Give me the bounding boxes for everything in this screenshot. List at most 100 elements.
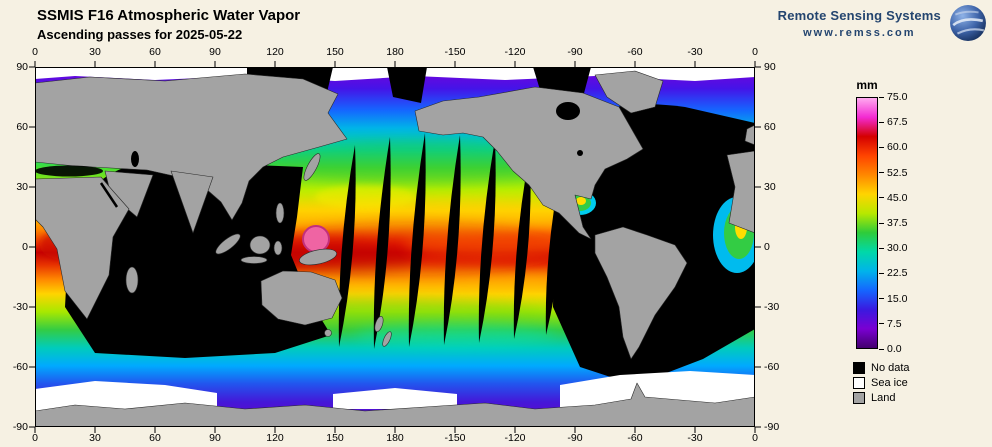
- tasmania: [324, 329, 332, 337]
- map-border: [35, 67, 755, 427]
- map-frame: [34, 67, 761, 428]
- lon-label-bottom: -60: [627, 432, 643, 444]
- colorbar-tick-mark: [879, 298, 884, 300]
- globe-icon: [950, 5, 986, 41]
- colorbar-tick-label: 67.5: [887, 116, 908, 129]
- new-guinea: [299, 248, 337, 266]
- lat-label-right: -60: [764, 361, 780, 373]
- lon-label-bottom: -90: [567, 432, 583, 444]
- north-america: [414, 86, 644, 240]
- lon-label-bottom: 0: [752, 432, 758, 444]
- colorbar-tick-label: 37.5: [887, 217, 908, 229]
- sulawesi: [273, 240, 283, 256]
- colorbar-tick: 22.5: [879, 267, 907, 279]
- colorbar-tick-label: 7.5: [887, 317, 902, 330]
- australia: [260, 270, 343, 326]
- lon-label-top: -90: [567, 46, 583, 58]
- lon-label-bottom: 90: [209, 432, 221, 444]
- lon-label-bottom: 0: [32, 432, 38, 444]
- eurasia: [34, 73, 348, 221]
- mediterranean: [35, 165, 103, 177]
- hudson-bay: [556, 102, 580, 120]
- colorbar-tick-mark: [879, 348, 884, 350]
- red-sea: [99, 182, 119, 208]
- lat-label-left: -90: [12, 421, 28, 433]
- axis-tick: [29, 66, 35, 68]
- lon-label-top: 0: [32, 46, 38, 58]
- axis-tick: [754, 427, 756, 433]
- colorbar-tick-mark: [879, 121, 884, 123]
- colorbar-tick: 37.5: [879, 217, 907, 229]
- lon-label-bottom: 180: [386, 432, 404, 444]
- lon-label-top: 60: [149, 46, 161, 58]
- map-legend: No data Sea ice Land: [853, 361, 910, 406]
- legend-item: Land: [853, 391, 910, 405]
- lon-label-bottom: -120: [504, 432, 526, 444]
- colorbar-tick: 67.5: [879, 116, 907, 128]
- axis-tick: [34, 61, 36, 67]
- axis-tick: [574, 427, 576, 433]
- axis-tick: [755, 366, 761, 368]
- axis-tick: [29, 426, 35, 428]
- swath-gaps: [338, 133, 563, 349]
- axis-tick: [274, 427, 276, 433]
- lon-label-bottom: -30: [687, 432, 703, 444]
- legend-item: No data: [853, 361, 910, 375]
- lon-label-top: 90: [209, 46, 221, 58]
- colorbar-tick-mark: [879, 272, 884, 274]
- axis-tick: [214, 61, 216, 67]
- lon-label-top: -120: [504, 46, 526, 58]
- colorbar-tick-mark: [879, 197, 884, 199]
- colorbar-tick-mark: [879, 96, 884, 98]
- colorbar-tick-label: 45.0: [887, 191, 908, 204]
- new-zealand-south: [382, 331, 392, 347]
- axis-ticks-left: [29, 66, 35, 428]
- axis-tick: [514, 427, 516, 433]
- brand-url: www.remss.com: [803, 26, 916, 39]
- water-vapor-map: [34, 67, 761, 428]
- legend-label: No data: [871, 362, 910, 374]
- lat-label-right: 90: [764, 61, 776, 73]
- lon-label-bottom: 60: [149, 432, 161, 444]
- axis-tick: [334, 61, 336, 67]
- colorbar-tick-label: 30.0: [887, 242, 908, 255]
- sumatra: [215, 233, 241, 255]
- new-zealand-north: [374, 316, 384, 332]
- lon-label-bottom: 120: [266, 432, 284, 444]
- axis-tick: [755, 186, 761, 188]
- colorbar-tick-label: 52.5: [887, 166, 908, 179]
- legend-swatch: [853, 362, 865, 374]
- borneo: [249, 235, 271, 255]
- colorbar-tick-label: 0.0: [887, 343, 902, 355]
- legend-label: Sea ice: [871, 377, 908, 389]
- axis-tick: [334, 427, 336, 433]
- colorbar-tick: 45.0: [879, 192, 907, 204]
- longitude-axis-bottom: 0 30 60 90 120 150 180 -150 -120 -90 -60 -30 0: [32, 432, 758, 445]
- sea-ice-south: [35, 371, 755, 411]
- axis-tick: [394, 61, 396, 67]
- lon-label-top: 0: [752, 46, 758, 58]
- axis-tick: [755, 306, 761, 308]
- axis-tick: [154, 427, 156, 433]
- lat-label-left: -60: [12, 361, 28, 373]
- inland-seas: [35, 102, 583, 208]
- axis-ticks-top: [34, 61, 756, 67]
- axis-tick: [29, 306, 35, 308]
- axis-tick: [29, 186, 35, 188]
- lat-label-right: 60: [764, 121, 776, 133]
- colorbar-tick-mark: [879, 323, 884, 325]
- axis-tick: [29, 366, 35, 368]
- java: [240, 256, 268, 264]
- axis-tick: [29, 126, 35, 128]
- lat-label-left: 60: [16, 121, 28, 133]
- axis-tick: [454, 61, 456, 67]
- caspian-sea: [131, 151, 139, 167]
- philippines: [275, 202, 285, 224]
- page-title: SSMIS F16 Atmospheric Water Vapor: [37, 7, 301, 24]
- axis-tick: [634, 61, 636, 67]
- brand-text-block: Remote Sensing Systems www.remss.com: [778, 8, 941, 39]
- lon-label-top: -60: [627, 46, 643, 58]
- greenland: [594, 70, 664, 114]
- colorbar-tick-mark: [879, 172, 884, 174]
